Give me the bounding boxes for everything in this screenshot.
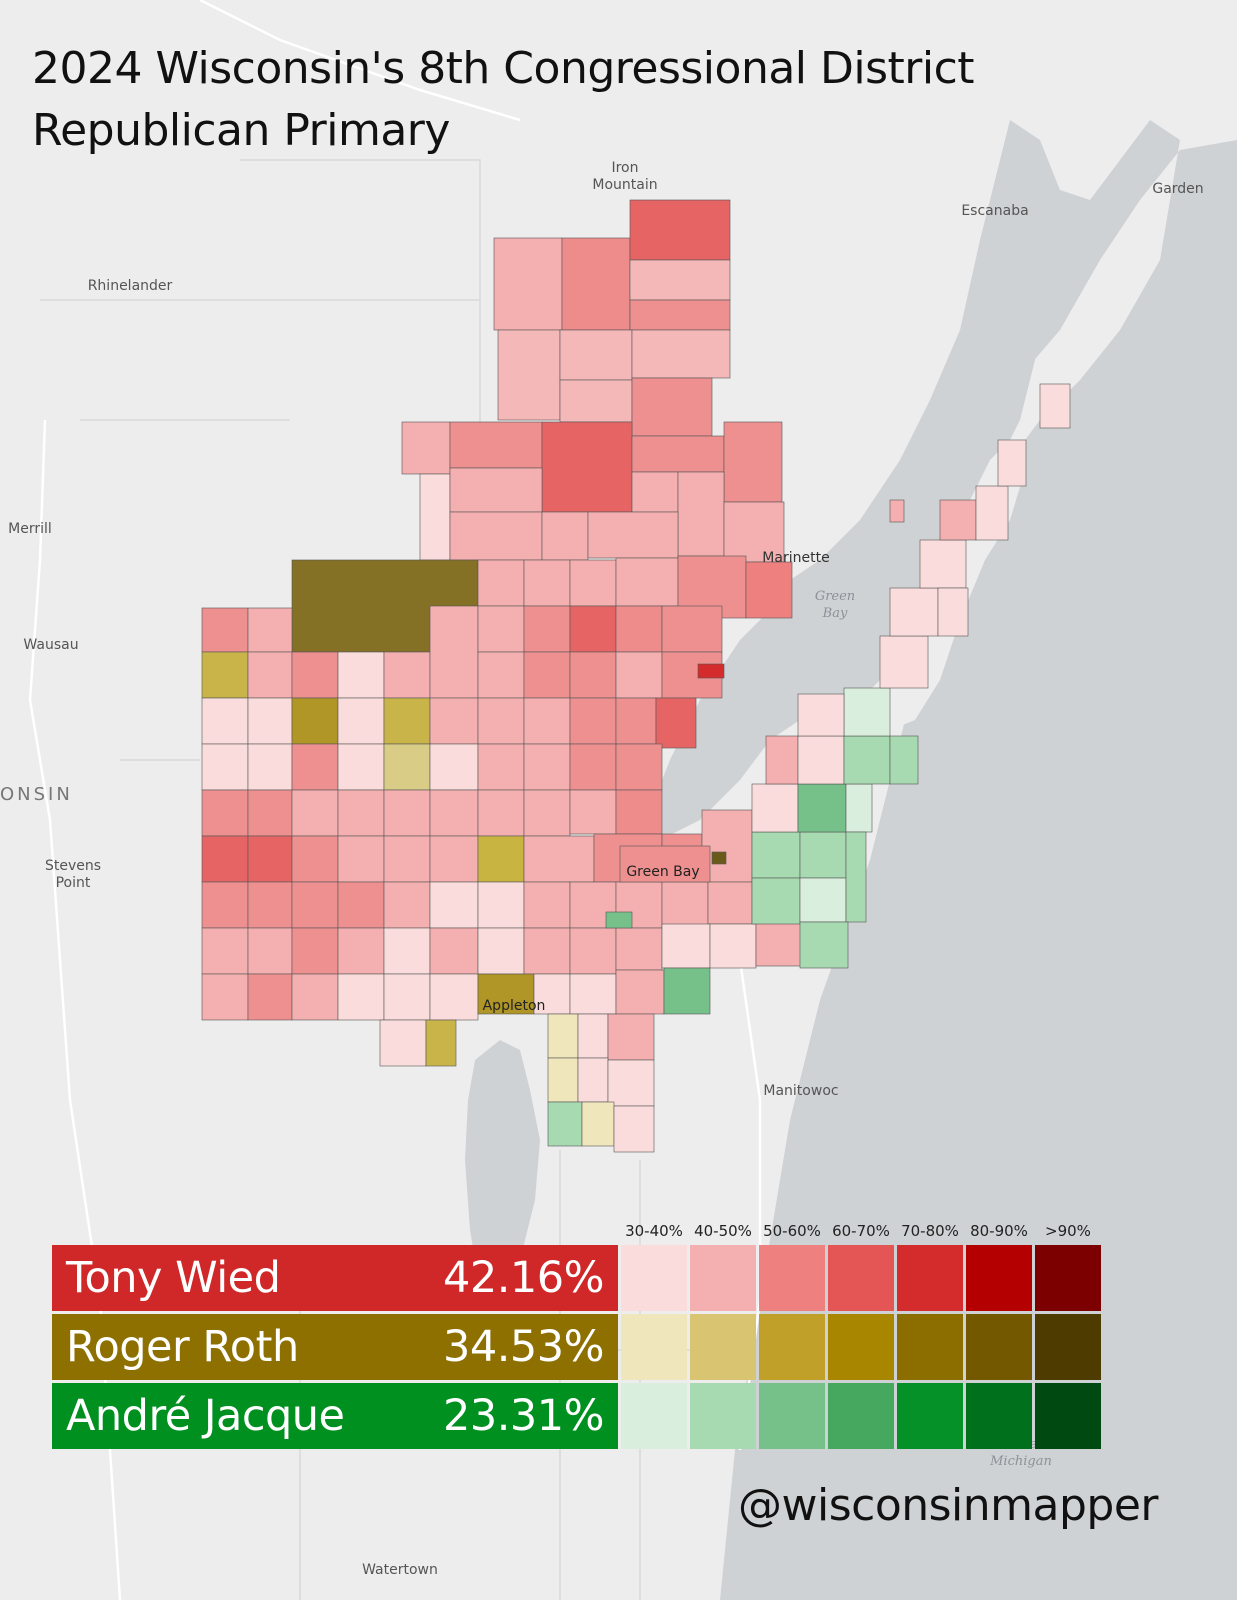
label-merrill: Merrill: [8, 521, 52, 537]
bin-label-30-40: 30-40%: [625, 1222, 683, 1240]
label-manitowoc: Manitowoc: [763, 1083, 839, 1099]
legend-swatch: [897, 1245, 963, 1311]
label-green-bay-water: Green Bay: [814, 589, 856, 621]
legend-swatch: [966, 1245, 1032, 1311]
candidate-name: Roger Roth: [66, 1322, 299, 1372]
legend-swatch: [690, 1383, 756, 1449]
candidate-percent: 42.16%: [443, 1253, 604, 1303]
legend-swatch: [759, 1314, 825, 1380]
map-title: 2024 Wisconsin's 8th Congressional Distr…: [32, 38, 975, 162]
legend-swatch: [690, 1314, 756, 1380]
legend-swatch: [897, 1314, 963, 1380]
legend-row-jacque: André Jacque 23.31%: [52, 1383, 618, 1449]
bin-label-60-70: 60-70%: [832, 1222, 890, 1240]
legend-swatch: [621, 1245, 687, 1311]
candidate-percent: 34.53%: [443, 1322, 604, 1372]
title-line-2: Republican Primary: [32, 105, 450, 156]
credit-handle: @wisconsinmapper: [738, 1480, 1159, 1531]
title-line-1: 2024 Wisconsin's 8th Congressional Distr…: [32, 43, 975, 94]
label-appleton: Appleton: [482, 998, 546, 1014]
legend-swatch: [621, 1383, 687, 1449]
label-wausau: Wausau: [23, 637, 79, 653]
label-iron-mountain: Iron Mountain: [592, 160, 658, 193]
green-bay-water: [650, 300, 1040, 830]
legend-swatch: [966, 1314, 1032, 1380]
legend-swatch: [1035, 1245, 1101, 1311]
legend-row-roth: Roger Roth 34.53%: [52, 1314, 618, 1380]
legend-swatch: [690, 1245, 756, 1311]
label-marinette: Marinette: [762, 550, 830, 566]
lake-winnebago: [465, 1040, 540, 1300]
candidate-percent: 23.31%: [443, 1391, 604, 1441]
label-rhinelander: Rhinelander: [87, 278, 173, 294]
bin-label-over-90: >90%: [1045, 1222, 1091, 1240]
label-wisconsin: ONSIN: [0, 784, 73, 805]
candidate-name: André Jacque: [66, 1391, 345, 1441]
bin-label-80-90: 80-90%: [970, 1222, 1028, 1240]
legend-swatch: [828, 1245, 894, 1311]
label-stevens-point: Stevens Point: [44, 858, 102, 891]
legend-swatch: [897, 1383, 963, 1449]
legend-row-wied: Tony Wied 42.16%: [52, 1245, 618, 1311]
district-tiles: [201, 199, 1071, 1153]
label-green-bay-city: Green Bay: [626, 864, 700, 880]
label-garden: Garden: [1152, 181, 1204, 197]
label-watertown: Watertown: [362, 1562, 438, 1578]
candidate-name: Tony Wied: [66, 1253, 281, 1303]
legend-swatch: [1035, 1383, 1101, 1449]
legend-swatch: [759, 1245, 825, 1311]
legend-swatch: [828, 1314, 894, 1380]
legend-swatch: [759, 1383, 825, 1449]
legend-swatch: [966, 1383, 1032, 1449]
legend-swatch: [1035, 1314, 1101, 1380]
lake-michigan: [650, 0, 1237, 1600]
label-escanaba: Escanaba: [961, 203, 1029, 219]
legend-swatch: [621, 1314, 687, 1380]
bin-label-50-60: 50-60%: [763, 1222, 821, 1240]
bin-label-70-80: 70-80%: [901, 1222, 959, 1240]
bin-label-40-50: 40-50%: [694, 1222, 752, 1240]
legend-swatch: [828, 1383, 894, 1449]
